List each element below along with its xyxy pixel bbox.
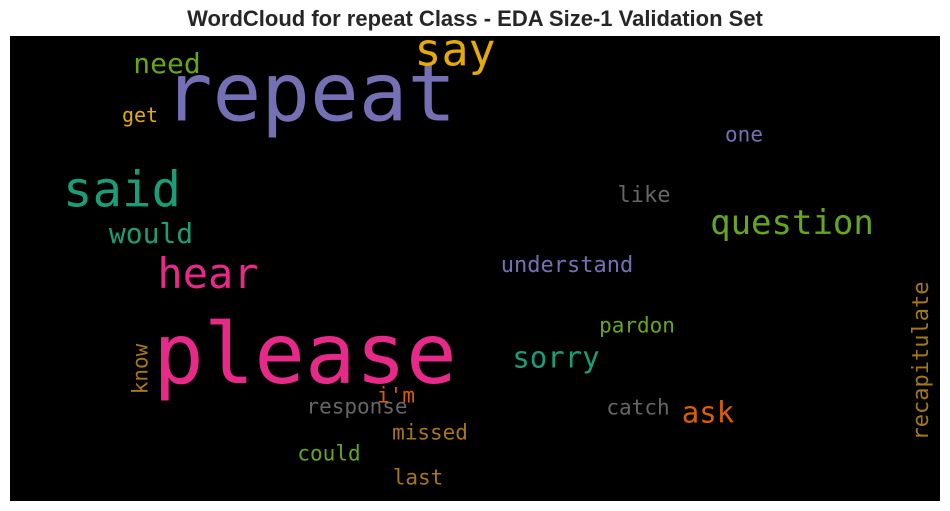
word-missed: missed [392,420,468,445]
word-like: like [617,183,671,208]
word-response: response [306,394,408,419]
word-question: question [710,203,874,243]
word-could: could [297,441,361,466]
word-last: last [392,465,444,490]
word-one: one [725,122,763,147]
word-pardon: pardon [599,313,675,338]
word-understand: understand [500,253,634,278]
word-said: said [62,161,182,219]
word-i-m: i'm [377,383,415,408]
word-hear: hear [157,249,259,298]
word-would: would [108,217,194,250]
word-repeat: repeat [163,46,457,141]
word-sorry: sorry [512,340,600,375]
wordcloud-canvas: please repeat said say hear question sorry ask n… [10,36,940,501]
word-recapitulate: recapitulate [909,281,934,441]
word-catch: catch [606,395,670,420]
word-need: need [133,47,201,80]
chart-title: WordCloud for repeat Class - EDA Size-1 … [187,6,763,31]
word-get: get [121,103,159,127]
word-know: know [128,343,153,395]
word-please: please [153,305,457,403]
word-say: say [414,36,496,77]
word-ask: ask [681,395,735,430]
